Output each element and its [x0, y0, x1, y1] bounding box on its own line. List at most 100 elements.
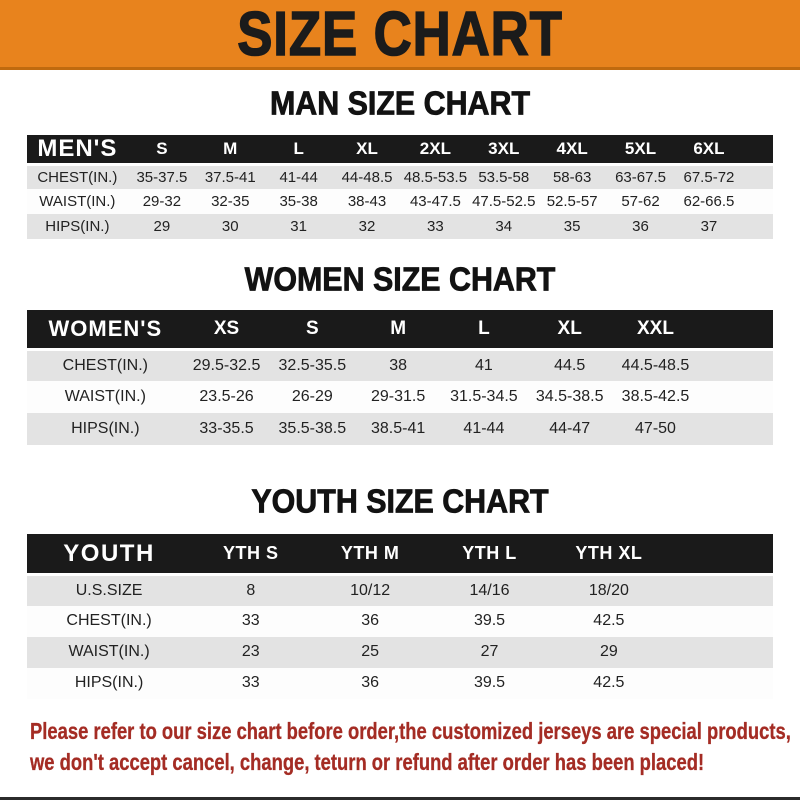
table-row: HIPS(IN.) 33-35.5 35.5-38.5 38.5-41 41-44 44-… — [27, 413, 773, 446]
row-label: HIPS(IN.) — [27, 413, 184, 446]
column-header: 4XL — [537, 134, 607, 166]
cell-value: 35-38 — [264, 189, 333, 215]
filler-cell — [668, 574, 773, 606]
column-header: XL — [332, 134, 402, 166]
table-title: YOUTH — [27, 533, 192, 577]
cell-value: 8 — [191, 574, 311, 606]
table-row: U.S.SIZE 8 10/12 14/16 18/20 — [27, 574, 773, 606]
cell-value: 25 — [310, 636, 430, 668]
column-header: YTH M — [310, 533, 430, 577]
cell-value: 42.5 — [549, 605, 669, 637]
cell-value: 38.5-42.5 — [612, 381, 699, 414]
cell-value: 41-44 — [264, 164, 333, 190]
cell-value: 53.5-58 — [469, 164, 538, 190]
column-header: S — [269, 310, 356, 351]
cell-value: 31.5-34.5 — [441, 381, 527, 414]
cell-value: 30 — [196, 214, 265, 240]
cell-value: 14/16 — [429, 574, 550, 606]
cell-value: 23 — [191, 636, 311, 668]
cell-value: 44.5-48.5 — [612, 349, 699, 382]
cell-value: 36 — [606, 214, 675, 240]
filler-cell — [668, 533, 773, 577]
cell-value: 44-47 — [526, 413, 613, 446]
column-header: M — [196, 134, 265, 166]
section-women: WOMEN SIZE CHART WOMEN'S XS S M L XL XXL CHEST(… — [0, 260, 800, 446]
row-label: CHEST(IN.) — [27, 164, 128, 190]
filler-cell — [743, 164, 773, 190]
filler-cell — [668, 667, 773, 699]
cell-value: 42.5 — [549, 667, 669, 699]
column-header: S — [127, 134, 197, 166]
cell-value: 44-48.5 — [332, 164, 402, 190]
filler-cell — [668, 605, 773, 637]
cell-value: 41 — [441, 349, 527, 382]
cell-value: 29.5-32.5 — [183, 349, 270, 382]
section-men: MAN SIZE CHART MEN'S S M L XL 2XL 3XL 4XL 5XL 6XL… — [0, 84, 800, 240]
column-header: L — [264, 134, 333, 166]
cell-value: 41-44 — [441, 413, 527, 446]
banner-title: SIZE CHART — [237, 0, 563, 68]
row-label: WAIST(IN.) — [27, 381, 184, 414]
cell-value: 29-32 — [127, 189, 197, 215]
cell-value: 38.5-41 — [355, 413, 441, 446]
cell-value: 26-29 — [269, 381, 356, 414]
column-header: 6XL — [674, 134, 744, 166]
cell-value: 52.5-57 — [537, 189, 607, 215]
cell-value: 37.5-41 — [196, 164, 265, 190]
cell-value: 29 — [549, 636, 669, 668]
filler-cell — [698, 381, 773, 414]
column-header: XXL — [612, 310, 699, 351]
women-size-chart-heading: WOMEN SIZE CHART — [244, 260, 556, 298]
cell-value: 36 — [310, 667, 430, 699]
row-label: HIPS(IN.) — [27, 667, 192, 699]
filler-cell — [743, 134, 773, 166]
column-header: 3XL — [469, 134, 538, 166]
table-row: WAIST(IN.) 23.5-26 26-29 29-31.5 31.5-34.5 34… — [27, 381, 773, 414]
cell-value: 62-66.5 — [674, 189, 744, 215]
column-header: 2XL — [401, 134, 470, 166]
row-label: CHEST(IN.) — [27, 605, 192, 637]
men-size-table: MEN'S S M L XL 2XL 3XL 4XL 5XL 6XL CHEST(IN.) 35-37… — [27, 134, 773, 240]
disclaimer-line-2: we don't accept cancel, change, teturn o… — [30, 748, 705, 775]
cell-value: 36 — [310, 605, 430, 637]
table-row: HIPS(IN.) 33 36 39.5 42.5 — [27, 667, 773, 699]
column-header: XS — [183, 310, 270, 351]
youth-size-chart-heading: YOUTH SIZE CHART — [251, 482, 549, 520]
column-header: YTH S — [191, 533, 311, 577]
row-label: WAIST(IN.) — [27, 189, 128, 215]
cell-value: 32.5-35.5 — [269, 349, 356, 382]
cell-value: 34 — [469, 214, 538, 240]
table-row: HIPS(IN.) 29 30 31 32 33 34 35 36 37 — [27, 214, 773, 240]
women-size-table: WOMEN'S XS S M L XL XXL CHEST(IN.) 29.5-32.5 32.5… — [27, 310, 773, 446]
cell-value: 39.5 — [429, 605, 550, 637]
table-row: CHEST(IN.) 35-37.5 37.5-41 41-44 44-48.5 48.5… — [27, 164, 773, 190]
cell-value: 29-31.5 — [355, 381, 441, 414]
section-youth: YOUTH SIZE CHART YOUTH YTH S YTH M YTH L YTH… — [0, 482, 800, 699]
banner: SIZE CHART — [0, 0, 800, 70]
cell-value: 23.5-26 — [183, 381, 270, 414]
filler-cell — [668, 636, 773, 668]
cell-value: 44.5 — [526, 349, 613, 382]
cell-value: 38-43 — [332, 189, 402, 215]
table-row: WAIST(IN.) 23 25 27 29 — [27, 636, 773, 668]
column-header: YTH XL — [549, 533, 669, 577]
row-label: WAIST(IN.) — [27, 636, 192, 668]
cell-value: 63-67.5 — [606, 164, 675, 190]
cell-value: 32 — [332, 214, 402, 240]
disclaimer: Please refer to our size chart before or… — [30, 716, 800, 778]
cell-value: 33 — [401, 214, 470, 240]
cell-value: 43-47.5 — [401, 189, 470, 215]
table-row: WAIST(IN.) 29-32 32-35 35-38 38-43 43-47.5 47.… — [27, 189, 773, 215]
row-label: U.S.SIZE — [27, 574, 192, 606]
cell-value: 33 — [191, 667, 311, 699]
cell-value: 27 — [429, 636, 550, 668]
cell-value: 35-37.5 — [127, 164, 197, 190]
bottom-border — [0, 797, 800, 800]
cell-value: 32-35 — [196, 189, 265, 215]
cell-value: 10/12 — [310, 574, 430, 606]
table-title: WOMEN'S — [27, 310, 184, 351]
table-header-row: YOUTH YTH S YTH M YTH L YTH XL — [27, 533, 773, 577]
column-header: M — [355, 310, 441, 351]
cell-value: 31 — [264, 214, 333, 240]
